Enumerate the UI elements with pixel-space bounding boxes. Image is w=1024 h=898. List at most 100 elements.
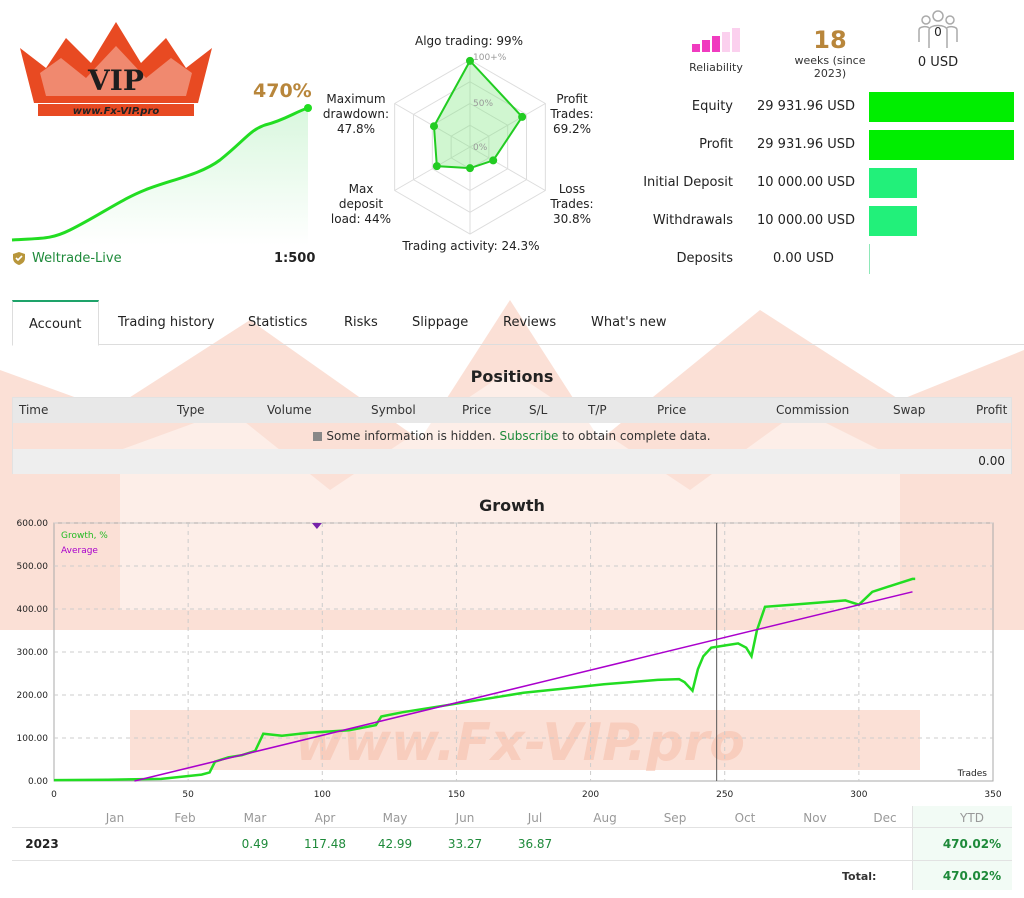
radar-label-activity: Trading activity: 24.3% bbox=[402, 239, 540, 253]
radar-label-drawdown: Maximum drawdown: 47.8% bbox=[322, 92, 390, 136]
positions-total-row: 0.00 bbox=[13, 449, 1011, 474]
lock-icon bbox=[313, 432, 323, 441]
tab-trading-history[interactable]: Trading history bbox=[118, 315, 215, 330]
month-nov: Nov bbox=[803, 811, 827, 825]
year-label: 2023 bbox=[25, 837, 59, 851]
month-may: May bbox=[382, 811, 408, 825]
reliability-bar-5 bbox=[732, 28, 740, 52]
radar-point-0 bbox=[466, 56, 474, 65]
col-profit[interactable]: Profit bbox=[976, 403, 1008, 417]
radar-axis-2 bbox=[469, 146, 546, 191]
stat-withdrawals-bar bbox=[869, 206, 917, 236]
reliability-bar-1 bbox=[692, 44, 700, 52]
mini-growth-line bbox=[11, 106, 309, 242]
radar-point-5 bbox=[429, 122, 438, 131]
tab-whats-new[interactable]: What's new bbox=[591, 315, 667, 330]
stat-profit-name: Profit bbox=[699, 137, 733, 152]
stat-profit-value: 29 931.96 USD bbox=[757, 137, 856, 152]
hidden-info-text-after: to obtain complete data. bbox=[562, 429, 711, 443]
col-sl[interactable]: S/L bbox=[529, 403, 548, 417]
year-row: 2023 0.49 117.48 42.99 33.27 36.87 470.0… bbox=[12, 829, 1012, 861]
col-commission[interactable]: Commission bbox=[776, 403, 850, 417]
radar-chart: 100+% 50% 0% Algo trading: 99% Profit Tr… bbox=[323, 30, 610, 260]
broker-name[interactable]: Weltrade-Live bbox=[32, 251, 122, 266]
col-price-current[interactable]: Price bbox=[657, 403, 687, 417]
y-tick-label: 100.00 bbox=[17, 734, 49, 744]
tab-bar: Account Trading history Statistics Risks… bbox=[12, 300, 1024, 346]
weeks-label: weeks (since 2023) bbox=[794, 54, 866, 80]
radar-label-loss: Loss Trades: 30.8% bbox=[550, 182, 594, 226]
x-tick-label: 50 bbox=[182, 790, 194, 800]
stat-withdrawals-value: 10 000.00 USD bbox=[757, 213, 856, 228]
value-jul: 36.87 bbox=[517, 837, 553, 851]
tab-risks[interactable]: Risks bbox=[344, 315, 378, 330]
x-tick-label: 150 bbox=[448, 790, 465, 800]
positions-header: Time Type Volume Symbol Price S/L T/P Pr… bbox=[13, 398, 1011, 423]
value-apr: 117.48 bbox=[304, 837, 346, 851]
x-tick-label: 250 bbox=[716, 790, 733, 800]
value-mar: 0.49 bbox=[241, 837, 269, 851]
month-mar: Mar bbox=[243, 811, 267, 825]
radar-point-1 bbox=[518, 112, 527, 121]
col-volume[interactable]: Volume bbox=[267, 403, 312, 417]
growth-percent: 470% bbox=[253, 80, 312, 102]
radar-point-3 bbox=[466, 164, 474, 173]
reliability: Reliability bbox=[686, 26, 746, 74]
stat-profit-bar bbox=[869, 130, 1014, 160]
positions-title: Positions bbox=[470, 367, 554, 386]
radar-label-profit: Profit Trades: 69.2% bbox=[550, 92, 594, 136]
month-oct: Oct bbox=[734, 811, 756, 825]
radar-svg: 100+% 50% 0% bbox=[394, 53, 546, 235]
reliability-bars-icon bbox=[692, 28, 740, 52]
subscribers-icon: 0 bbox=[918, 10, 958, 48]
tab-reviews[interactable]: Reviews bbox=[503, 315, 557, 330]
stat-equity-bar bbox=[869, 92, 1014, 122]
stat-initial-deposit-value: 10 000.00 USD bbox=[757, 175, 856, 190]
tab-slippage[interactable]: Slippage bbox=[412, 315, 469, 330]
plot-frame bbox=[53, 522, 994, 782]
x-tick-label: 0 bbox=[51, 790, 57, 800]
radar-ring-50: 50% bbox=[473, 99, 493, 109]
col-type[interactable]: Type bbox=[177, 403, 205, 417]
leverage: 1:500 bbox=[274, 251, 316, 266]
logo-text: VIP bbox=[87, 64, 144, 97]
stat-equity-value: 29 931.96 USD bbox=[757, 99, 856, 114]
x-tick-label: 100 bbox=[314, 790, 331, 800]
subscribe-link[interactable]: Subscribe bbox=[499, 429, 559, 443]
y-tick-label: 600.00 bbox=[17, 519, 49, 529]
value-jun: 33.27 bbox=[447, 837, 483, 851]
month-dec: Dec bbox=[873, 811, 897, 825]
growth-title: Growth bbox=[479, 496, 545, 515]
col-tp[interactable]: T/P bbox=[588, 403, 607, 417]
logo-site-text: www.Fx-VIP.pro bbox=[73, 106, 160, 117]
chart-marker[interactable] bbox=[311, 523, 322, 529]
y-tick-label: 200.00 bbox=[17, 691, 49, 701]
col-time[interactable]: Time bbox=[19, 403, 49, 417]
month-jan: Jan bbox=[105, 811, 125, 825]
legend-growth: Growth, % bbox=[61, 531, 108, 541]
broker-link[interactable]: Weltrade-Live bbox=[12, 251, 122, 266]
col-symbol[interactable]: Symbol bbox=[371, 403, 416, 417]
month-aug: Aug bbox=[593, 811, 617, 825]
col-swap[interactable]: Swap bbox=[893, 403, 926, 417]
tab-account[interactable]: Account bbox=[12, 300, 99, 346]
col-price-open[interactable]: Price bbox=[462, 403, 492, 417]
radar-label-deposit-load: Max deposit load: 44% bbox=[330, 182, 392, 226]
positions-table: Time Type Volume Symbol Price S/L T/P Pr… bbox=[12, 397, 1012, 474]
verified-shield-icon bbox=[13, 252, 25, 265]
tab-statistics[interactable]: Statistics bbox=[248, 315, 308, 330]
radar-label-algo: Algo trading: 99% bbox=[414, 34, 523, 48]
month-jun: Jun bbox=[455, 811, 475, 825]
x-tick-label: 300 bbox=[850, 790, 867, 800]
positions-hidden-info: Some information is hidden. Subscribe to… bbox=[13, 424, 1011, 448]
radar-ring-0: 0% bbox=[473, 143, 488, 153]
reliability-bar-2 bbox=[702, 40, 710, 52]
radar-axis-1 bbox=[469, 103, 546, 148]
monthly-returns-table: Jan Feb Mar Apr May Jun Jul Aug Sep Oct … bbox=[12, 806, 1012, 890]
average-series-line bbox=[134, 591, 913, 782]
weeks-active: 18 weeks (since 2023) bbox=[778, 26, 882, 80]
month-sep: Sep bbox=[663, 811, 687, 825]
radar-axis-4 bbox=[394, 146, 471, 191]
stat-equity: Equity 29 931.96 USD bbox=[620, 92, 1020, 122]
subscribers-count: 0 bbox=[934, 25, 942, 39]
